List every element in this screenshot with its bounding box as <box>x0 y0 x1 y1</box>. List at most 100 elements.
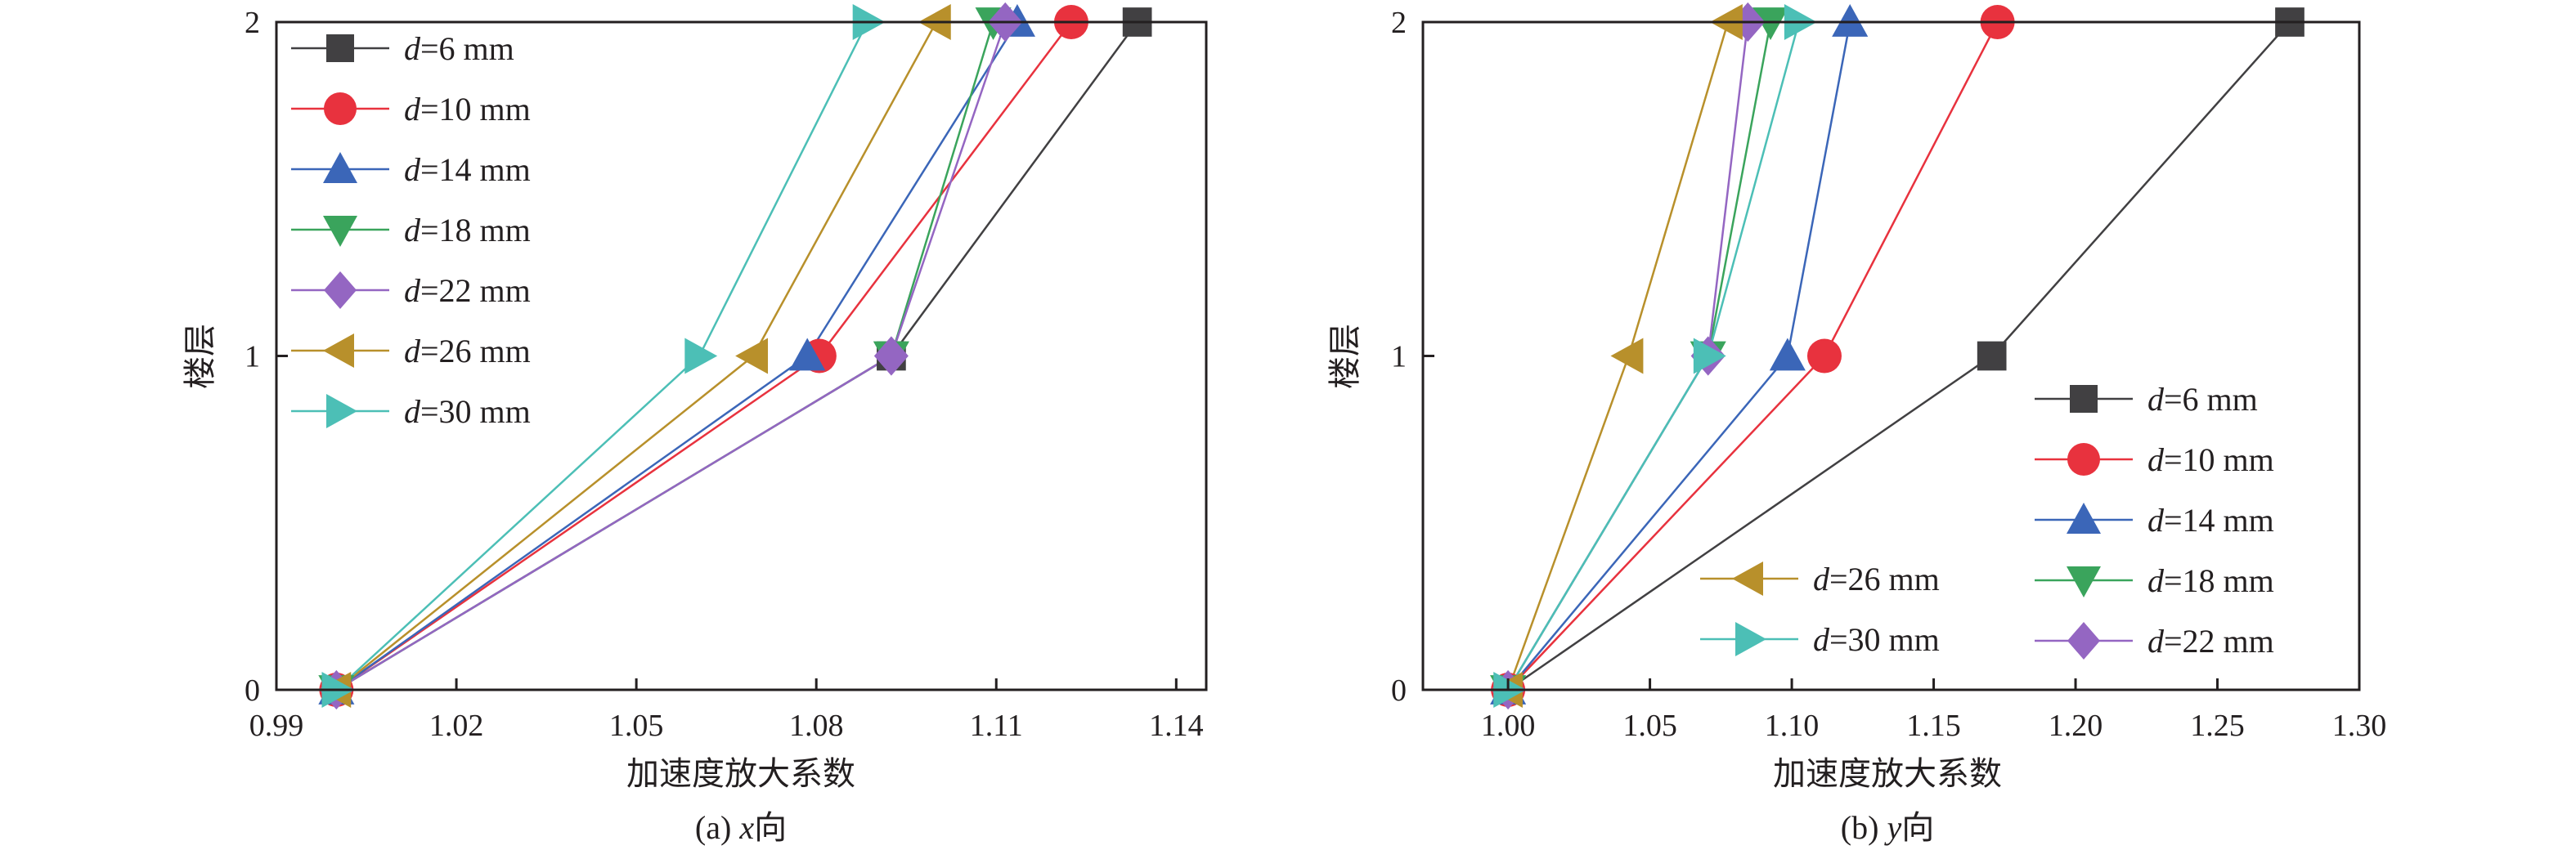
panel-b-legend-label: d=14 mm <box>2147 502 2274 539</box>
panel-a-legend-label: d=18 mm <box>404 212 531 248</box>
panel-b-caption: (b) y向 <box>1841 809 1934 846</box>
legend-label-rest: =30 mm <box>1829 621 1940 658</box>
legend-label-var: d <box>404 151 421 188</box>
panel-b-series-line-2 <box>1507 21 1851 691</box>
panel-a-caption-prefix: (a) <box>695 809 739 846</box>
panel-a-legend: d=6 mmd=10 mmd=14 mmd=18 mmd=22 mmd=26 m… <box>291 30 531 430</box>
legend-label-var: d <box>2147 441 2165 478</box>
panel-a-y-tick-label: 0 <box>245 673 260 708</box>
panel-b-series-markers <box>1490 2 2304 710</box>
panel-b-y-tick-label: 1 <box>1391 340 1407 374</box>
panel-b-x-tick-label: 1.05 <box>1622 709 1677 743</box>
panel-b-point-triangle-up-icon <box>1769 338 1806 371</box>
panel-a-legend-marker-triangle-right-icon <box>326 394 357 428</box>
legend-label-var: d <box>404 212 421 248</box>
legend-label-rest: =22 mm <box>420 272 531 309</box>
legend-label-var: d <box>404 333 421 369</box>
panel-b-legend-marker-square-icon <box>2070 385 2098 413</box>
legend-label-var: d <box>1813 621 1830 658</box>
legend-label-rest: =10 mm <box>2164 441 2274 478</box>
panel-b-caption-var: y <box>1883 809 1901 846</box>
legend-label-var: d <box>2147 623 2165 660</box>
panel-a-legend-entry: d=18 mm <box>291 212 531 248</box>
panel-a-x-tick-label: 1.08 <box>789 709 844 743</box>
panel-a-legend-label: d=26 mm <box>404 333 531 369</box>
legend-label-rest: =26 mm <box>1829 561 1940 597</box>
panel-a-legend-marker-triangle-left-icon <box>323 333 354 368</box>
panel-a-x-tick-label: 0.99 <box>249 709 304 743</box>
legend-label-rest: =14 mm <box>2164 502 2274 539</box>
panel-b-legend: d=26 mmd=30 mmd=6 mmd=10 mmd=14 mmd=18 m… <box>1700 381 2274 660</box>
panel-b-legend-entry: d=6 mm <box>2035 381 2258 418</box>
panel-b-legend-marker-triangle-up-icon <box>2067 503 2101 534</box>
panel-a-caption: (a) x向 <box>695 809 787 846</box>
legend-label-var: d <box>2147 381 2165 418</box>
panel-b-point-square-icon <box>1977 341 2007 371</box>
legend-label-var: d <box>404 91 421 128</box>
legend-label-var: d <box>404 272 421 309</box>
panel-b-point-triangle-left-icon <box>1610 338 1644 374</box>
legend-label-rest: =14 mm <box>420 151 531 188</box>
panel-a-legend-entry: d=10 mm <box>291 91 531 128</box>
panel-b-point-circle-icon <box>1806 338 1842 374</box>
panel-a-x-axis-title: 加速度放大系数 <box>626 755 855 792</box>
panel-b-legend-marker-triangle-down-icon <box>2067 566 2101 597</box>
panel-a-caption-suffix: 向 <box>754 809 787 846</box>
panel-b-legend-entry: d=10 mm <box>2035 441 2274 478</box>
panel-a-legend-label: d=6 mm <box>404 30 514 67</box>
legend-label-var: d <box>2147 562 2165 599</box>
panel-b-legend-entry: d=14 mm <box>2035 502 2274 539</box>
panel-b-y-tick-label: 2 <box>1391 6 1407 40</box>
panel-b-legend-entry: d=22 mm <box>2035 622 2274 660</box>
legend-label-rest: =6 mm <box>420 30 514 67</box>
panel-b-point-triangle-up-icon <box>1832 3 1869 37</box>
panel-a-x-tick-label: 1.11 <box>970 709 1023 743</box>
panel-a-point-triangle-up-icon <box>789 338 826 371</box>
panel-a-legend-marker-diamond-icon <box>324 271 357 309</box>
panel-a-point-triangle-left-icon <box>735 338 769 374</box>
panel-b-legend-marker-circle-icon <box>2067 443 2100 476</box>
panel-a-point-diamond-icon <box>873 336 909 376</box>
panel-a-legend-marker-circle-icon <box>324 92 357 125</box>
panel-b-legend-entry: d=30 mm <box>1700 621 1940 658</box>
legend-label-rest: =26 mm <box>420 333 531 369</box>
panel-a-caption-var: x <box>738 809 754 846</box>
panel-a-legend-label: d=22 mm <box>404 272 531 309</box>
legend-label-rest: =18 mm <box>2164 562 2274 599</box>
panel-a-x-tick-label: 1.14 <box>1149 709 1204 743</box>
panel-b-x-tick-label: 1.20 <box>2049 709 2103 743</box>
panel-b-legend-label: d=26 mm <box>1813 561 1940 597</box>
panel-b-legend-entry: d=18 mm <box>2035 562 2274 599</box>
panel-a-legend-entry: d=14 mm <box>291 151 531 188</box>
panel-a-legend-entry: d=6 mm <box>291 30 514 67</box>
panel-a-legend-marker-triangle-down-icon <box>323 216 357 247</box>
panel-a-y-tick-label: 2 <box>245 6 260 40</box>
panel-b-ticks: 1.00 1.05 1.10 1.15 1.20 1.25 1.30 0 1 2 <box>1391 6 2386 743</box>
panel-b-x-tick-label: 1.30 <box>2332 709 2387 743</box>
panel-a-legend-entry: d=26 mm <box>291 333 531 369</box>
panel-a-legend-marker-square-icon <box>326 34 354 62</box>
panel-a-y-axis-title: 楼层 <box>182 324 218 389</box>
panel-b-caption-suffix: 向 <box>1901 809 1934 846</box>
panel-b-point-triangle-down-icon <box>1752 7 1789 41</box>
panel-a-point-triangle-right-icon <box>684 338 718 374</box>
panel-a-y-tick-label: 1 <box>245 340 260 374</box>
legend-label-var: d <box>1813 561 1830 597</box>
panel-b-y-tick-label: 0 <box>1391 673 1407 708</box>
panel-a-series-markers <box>318 2 1152 710</box>
legend-label-rest: =30 mm <box>420 393 531 430</box>
panel-b-legend-marker-diamond-icon <box>2067 622 2100 660</box>
panel-b-legend-marker-triangle-left-icon <box>1732 561 1763 596</box>
panel-a-legend-label: d=14 mm <box>404 151 531 188</box>
legend-label-var: d <box>2147 502 2165 539</box>
panel-b-legend-label: d=30 mm <box>1813 621 1940 658</box>
panel-b-x-tick-label: 1.25 <box>2190 709 2245 743</box>
panel-a-legend-label: d=10 mm <box>404 91 531 128</box>
panel-b-caption-prefix: (b) <box>1841 809 1887 846</box>
panel-a-legend-entry: d=22 mm <box>291 271 531 309</box>
panel-a-legend-marker-triangle-up-icon <box>323 152 357 183</box>
panel-b-y-axis-title: 楼层 <box>1326 324 1363 389</box>
